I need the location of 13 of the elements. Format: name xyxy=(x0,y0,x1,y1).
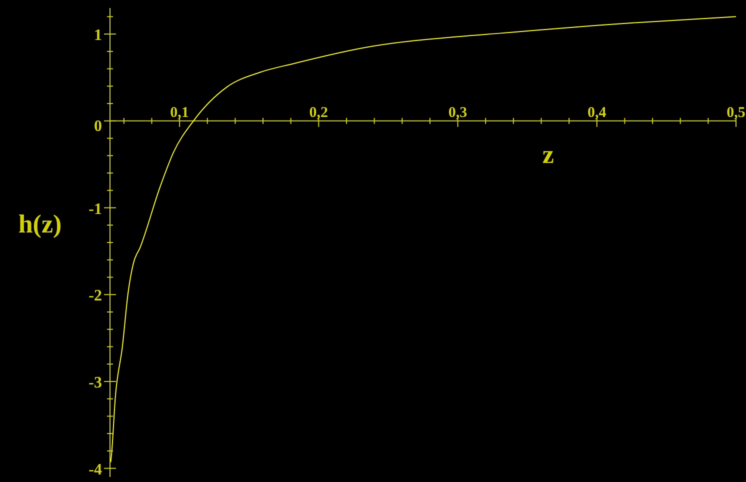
x-tick-label: 0,4 xyxy=(588,104,607,121)
y-axis-title: h(z) xyxy=(18,210,62,238)
y-tick-label: 1 xyxy=(94,27,102,44)
x-tick-label: 0,1 xyxy=(170,104,189,121)
y-tick-label: -4 xyxy=(88,461,102,478)
y-tick-label: 0 xyxy=(94,118,102,135)
x-axis-title: z xyxy=(542,140,554,169)
x-tick-label: 0,5 xyxy=(726,104,746,121)
x-tick-label: 0,2 xyxy=(309,104,328,121)
y-tick-label: -3 xyxy=(88,374,102,392)
y-tick-label: -1 xyxy=(88,200,102,218)
y-tick-label: -2 xyxy=(88,288,102,305)
x-tick-label: 0,3 xyxy=(448,104,468,121)
